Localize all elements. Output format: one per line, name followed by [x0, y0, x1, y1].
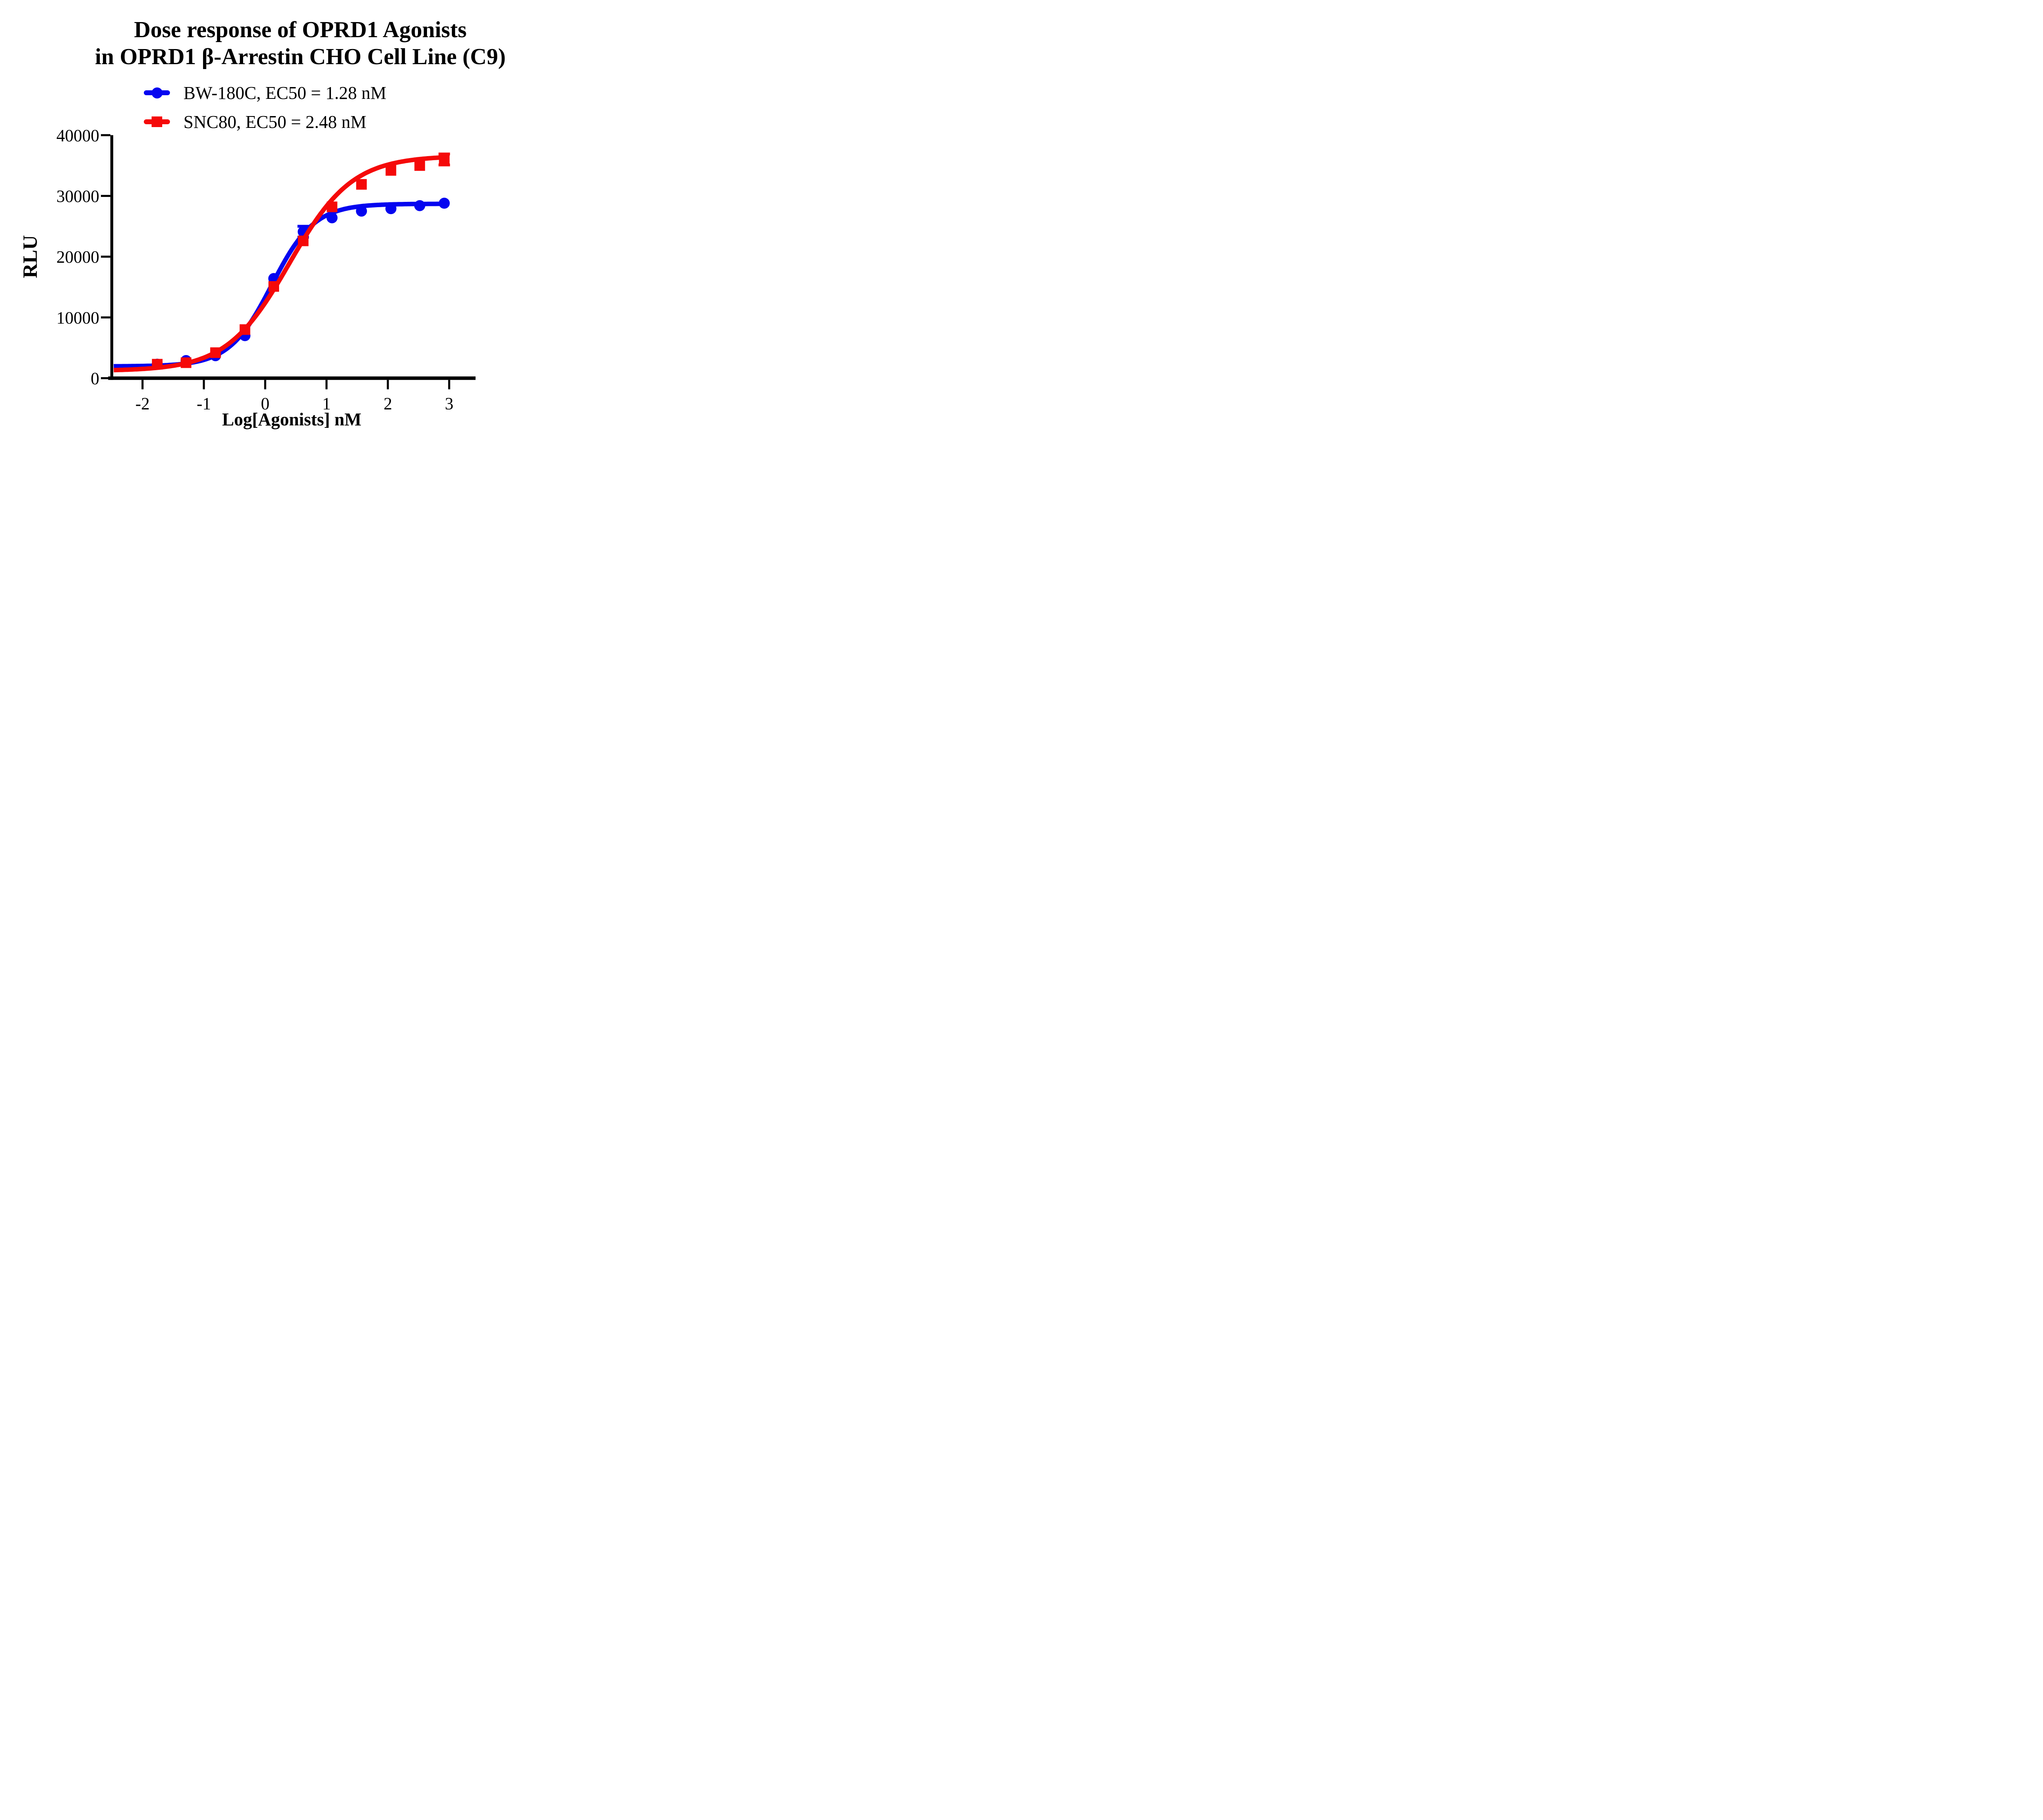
legend-square-icon — [152, 116, 162, 127]
x-tick — [264, 380, 266, 389]
data-point-snc80 — [356, 179, 367, 190]
x-tick — [325, 380, 328, 389]
data-point-bw-180c — [385, 203, 397, 215]
data-point-snc80 — [385, 165, 396, 176]
legend-circle-marker-icon — [144, 81, 170, 104]
y-tick — [101, 195, 111, 197]
data-point-snc80 — [181, 357, 192, 368]
chart-title-line1: Dose response of OPRD1 Agonists — [134, 17, 467, 42]
legend-item-snc80: SNC80, EC50 = 2.48 nM — [144, 110, 387, 133]
data-point-snc80 — [152, 359, 163, 370]
y-tick-label: 0 — [91, 370, 99, 389]
data-point-bw-180c — [356, 206, 367, 217]
y-tick — [101, 316, 111, 319]
x-tick-label: 3 — [445, 395, 454, 414]
x-axis-line — [108, 376, 476, 380]
data-point-snc80 — [268, 281, 279, 292]
legend-label-bw180c: BW-180C, EC50 = 1.28 nM — [183, 83, 387, 103]
legend-dot-icon — [151, 87, 163, 98]
data-point-snc80 — [439, 154, 450, 165]
x-tick-label: 1 — [322, 395, 331, 414]
x-tick-label: -2 — [135, 395, 150, 414]
y-tick-label: 20000 — [56, 248, 99, 267]
legend: BW-180C, EC50 = 1.28 nM SNC80, EC50 = 2.… — [144, 81, 387, 139]
dose-response-plot: 0 10000 20000 30000 40000 -2 -1 0 1 2 3 Log[Agonist… — [18, 127, 476, 429]
dose-response-figure: Dose response of OPRD1 Agonists in OPRD1… — [0, 0, 532, 455]
y-tick — [101, 134, 111, 136]
x-tick — [387, 380, 389, 389]
y-tick-label: 10000 — [56, 309, 99, 328]
y-tick — [101, 255, 111, 258]
legend-item-bw180c: BW-180C, EC50 = 1.28 nM — [144, 81, 387, 104]
data-point-snc80 — [326, 201, 338, 212]
x-tick-label: 0 — [261, 395, 270, 414]
y-axis-line — [110, 135, 114, 380]
y-tick-label: 30000 — [56, 187, 99, 206]
data-point-snc80 — [298, 235, 309, 246]
y-tick-label: 40000 — [56, 127, 99, 145]
data-point-snc80 — [414, 160, 425, 171]
data-point-snc80 — [210, 347, 221, 358]
y-tick — [101, 377, 111, 379]
x-axis-title: Log[Agonists] nM — [222, 409, 361, 429]
data-point-snc80 — [239, 324, 250, 335]
legend-label-snc80: SNC80, EC50 = 2.48 nM — [183, 112, 367, 132]
x-tick — [141, 380, 144, 389]
chart-title-line2: in OPRD1 β-Arrestin CHO Cell Line (C9) — [95, 44, 506, 69]
data-point-bw-180c — [438, 197, 450, 209]
y-axis-title: RLU — [18, 235, 41, 278]
legend-square-marker-icon — [144, 110, 170, 133]
x-tick — [203, 380, 205, 389]
data-point-bw-180c — [414, 200, 425, 211]
data-point-bw-180c — [326, 212, 338, 224]
x-tick — [448, 380, 450, 389]
x-tick-label: 2 — [384, 395, 392, 414]
x-tick-label: -1 — [197, 395, 211, 414]
chart-title: Dose response of OPRD1 Agonists in OPRD1… — [0, 16, 532, 70]
fit-curve-snc80 — [113, 155, 444, 373]
